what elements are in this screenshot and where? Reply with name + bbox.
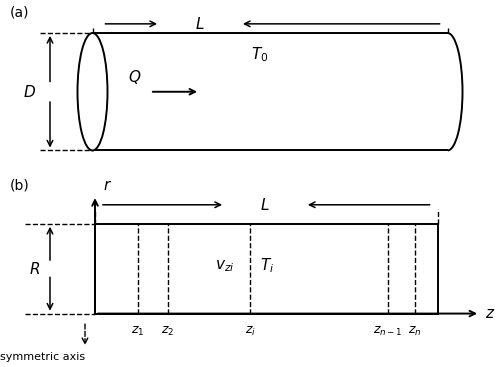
Text: $z$: $z$	[485, 306, 496, 321]
Text: $z_2$: $z_2$	[161, 325, 174, 338]
Ellipse shape	[78, 33, 108, 150]
Text: $L$: $L$	[195, 16, 205, 32]
Ellipse shape	[432, 33, 462, 150]
Text: $T_0$: $T_0$	[252, 46, 268, 64]
Text: $z_{n-1}$: $z_{n-1}$	[372, 325, 402, 338]
Text: $z_i$: $z_i$	[244, 325, 256, 338]
Text: symmetric axis: symmetric axis	[0, 352, 85, 362]
Text: $Q$: $Q$	[128, 68, 141, 86]
Text: $D$: $D$	[24, 84, 36, 100]
Text: (a): (a)	[10, 6, 29, 19]
Text: (b): (b)	[10, 178, 30, 192]
Text: $T_i$: $T_i$	[260, 257, 274, 275]
Text: $v_{zi}$: $v_{zi}$	[216, 258, 235, 274]
Text: $z_1$: $z_1$	[131, 325, 144, 338]
Text: $L$: $L$	[260, 197, 270, 213]
Text: $r$: $r$	[102, 178, 112, 193]
Text: $z_n$: $z_n$	[408, 325, 422, 338]
Text: $R$: $R$	[30, 261, 40, 277]
